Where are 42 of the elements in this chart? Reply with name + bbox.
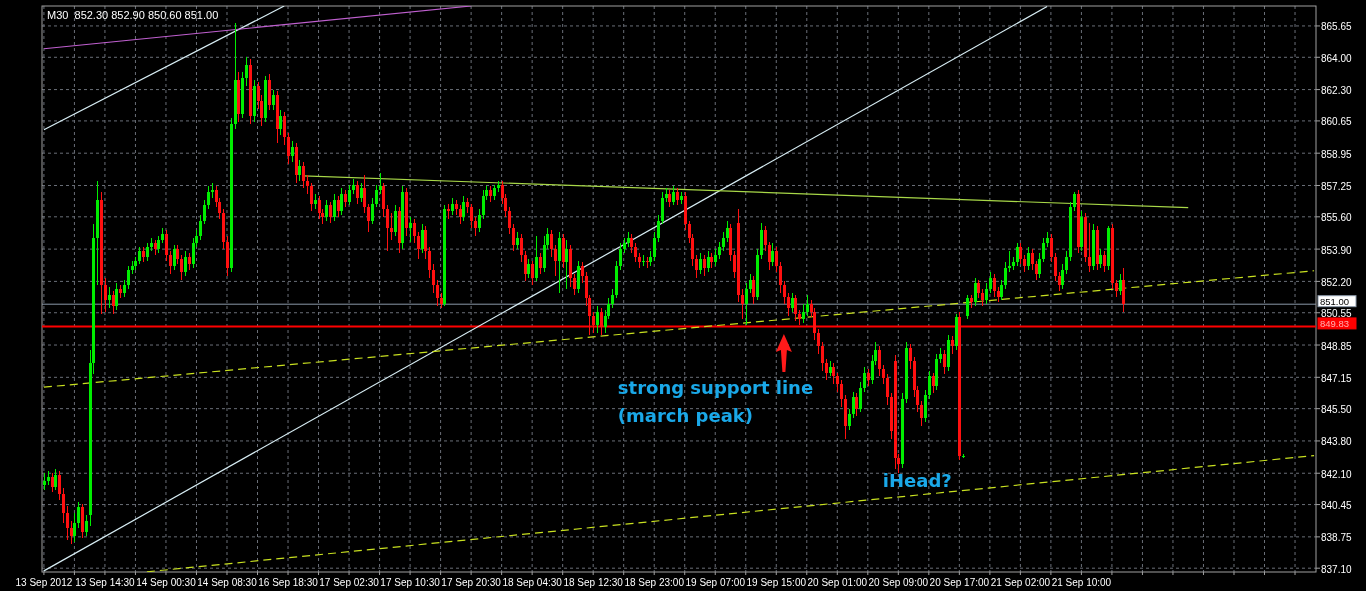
y-tick-label: 845.50 <box>1321 404 1353 416</box>
x-tick-label: 18 Sep 23:00 <box>624 577 685 588</box>
x-tick-label: 19 Sep 07:00 <box>685 577 746 588</box>
y-tick-label: 847.15 <box>1321 372 1353 384</box>
x-tick-label: 21 Sep 10:00 <box>1051 577 1112 588</box>
chart-title: M30 852.30 852.90 850.60 851.00 <box>47 9 219 21</box>
x-tick-label: 20 Sep 01:00 <box>807 577 868 588</box>
y-tick-label: 838.75 <box>1321 532 1353 544</box>
x-tick-label: 21 Sep 02:00 <box>990 577 1051 588</box>
annotation: strong support line <box>617 376 814 398</box>
x-tick-label: 16 Sep 18:30 <box>258 577 319 588</box>
x-tick-label: 13 Sep 2012 <box>15 577 73 588</box>
y-tick-label: 862.30 <box>1321 85 1353 97</box>
y-tick-label: 840.45 <box>1321 500 1353 512</box>
y-tick-label: 837.10 <box>1321 563 1353 575</box>
y-tick-label: 852.20 <box>1321 276 1353 288</box>
y-tick-label: 857.25 <box>1321 180 1353 192</box>
x-tick-label: 19 Sep 15:00 <box>746 577 807 588</box>
x-tick-label: 14 Sep 08:30 <box>197 577 258 588</box>
x-tick-label: 20 Sep 17:00 <box>929 577 990 588</box>
x-tick-label: 20 Sep 09:00 <box>868 577 929 588</box>
ref-line-label: 849.83 <box>1320 317 1350 329</box>
x-tick-label: 18 Sep 04:30 <box>502 577 563 588</box>
x-tick-label: 17 Sep 10:30 <box>380 577 441 588</box>
ref-line-label: 851.00 <box>1320 295 1350 307</box>
annotation: iHead? <box>882 470 952 492</box>
x-tick-label: 13 Sep 14:30 <box>75 577 136 588</box>
y-tick-label: 843.80 <box>1321 436 1353 448</box>
y-tick-label: 865.65 <box>1321 21 1353 33</box>
y-tick-label: 858.95 <box>1321 148 1353 160</box>
y-tick-label: 853.90 <box>1321 244 1353 256</box>
x-tick-label: 17 Sep 20:30 <box>441 577 502 588</box>
annotation: (march peak) <box>617 405 754 427</box>
x-tick-label: 17 Sep 02:30 <box>319 577 380 588</box>
y-tick-label: 864.00 <box>1321 52 1353 64</box>
y-tick-label: 842.10 <box>1321 468 1353 480</box>
x-tick-label: 14 Sep 00:30 <box>136 577 197 588</box>
x-tick-label: 18 Sep 12:30 <box>563 577 624 588</box>
y-tick-label: 855.60 <box>1321 212 1353 224</box>
y-tick-label: 850.55 <box>1321 308 1353 320</box>
y-tick-label: 860.65 <box>1321 116 1353 128</box>
y-tick-label: 848.85 <box>1321 340 1353 352</box>
